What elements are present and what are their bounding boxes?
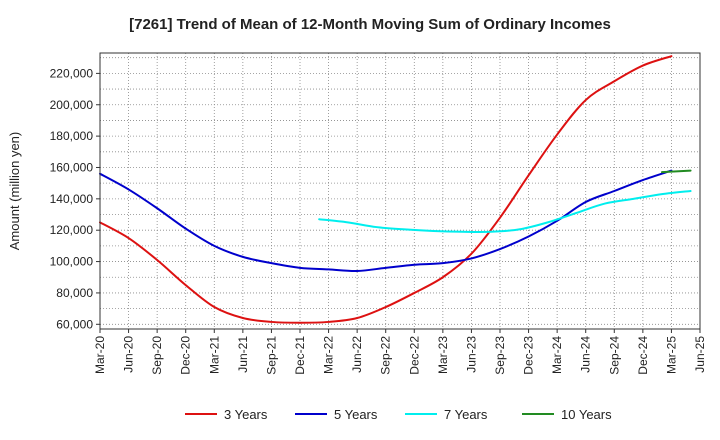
- plot-area: [100, 53, 700, 329]
- y-tick-label: 80,000: [56, 286, 93, 300]
- series-line-10-years: [661, 169, 692, 174]
- y-tick-label: 180,000: [50, 129, 94, 143]
- series-lines: [99, 55, 692, 324]
- x-tick-label: Dec-24: [636, 336, 650, 375]
- x-tick-label: Jun-20: [122, 336, 136, 373]
- series-line-7-years: [318, 190, 692, 233]
- plot-frame: [99, 52, 701, 330]
- x-tick-label: Sep-20: [150, 336, 164, 375]
- legend-label-10-years: 10 Years: [561, 407, 612, 422]
- y-tick-label: 60,000: [56, 317, 93, 331]
- legend-label-5-years: 5 Years: [334, 407, 378, 422]
- y-axis-label: Amount (million yen): [7, 132, 22, 251]
- x-tick-label: Sep-21: [264, 336, 278, 375]
- x-tick-label: Jun-23: [464, 336, 478, 373]
- x-tick-label: Mar-25: [664, 336, 678, 374]
- y-tick-label: 200,000: [50, 98, 94, 112]
- y-tick-label: 100,000: [50, 255, 94, 269]
- x-tick-label: Mar-23: [436, 336, 450, 374]
- y-tick-label: 140,000: [50, 192, 94, 206]
- x-tick-label: Mar-21: [207, 336, 221, 374]
- x-tick-label: Jun-21: [236, 336, 250, 373]
- series-line-3-years: [99, 55, 673, 324]
- x-tick-label: Dec-22: [407, 336, 421, 375]
- y-axis-ticks: 60,000 80,000 100,000 120,000 140,000 160,000…: [50, 66, 100, 331]
- y-tick-label: 160,000: [50, 160, 94, 174]
- legend-label-7-years: 7 Years: [444, 407, 488, 422]
- x-tick-label: Dec-21: [293, 336, 307, 375]
- legend-label-3-years: 3 Years: [224, 407, 268, 422]
- x-axis-ticks: Mar-20 Jun-20 Sep-20 Dec-20 Mar-21 Jun-21 Sep-…: [93, 329, 707, 375]
- x-tick-label: Sep-23: [493, 336, 507, 375]
- y-tick-label: 120,000: [50, 223, 94, 237]
- x-tick-label: Mar-24: [550, 336, 564, 374]
- x-tick-label: Dec-23: [522, 336, 536, 375]
- series-line-5-years: [99, 169, 673, 273]
- x-tick-label: Dec-20: [179, 336, 193, 375]
- x-tick-label: Jun-22: [350, 336, 364, 373]
- x-tick-label: Jun-24: [579, 336, 593, 373]
- x-tick-label: Sep-24: [607, 336, 621, 375]
- x-tick-label: Mar-22: [322, 336, 336, 374]
- x-tick-label: Mar-20: [93, 336, 107, 374]
- x-tick-label: Jun-25: [693, 336, 707, 373]
- y-tick-label: 220,000: [50, 66, 94, 80]
- legend: 3 Years 5 Years 7 Years 10 Years: [185, 407, 612, 422]
- chart-title: [7261] Trend of Mean of 12-Month Moving …: [129, 16, 611, 33]
- x-tick-label: Sep-22: [379, 336, 393, 375]
